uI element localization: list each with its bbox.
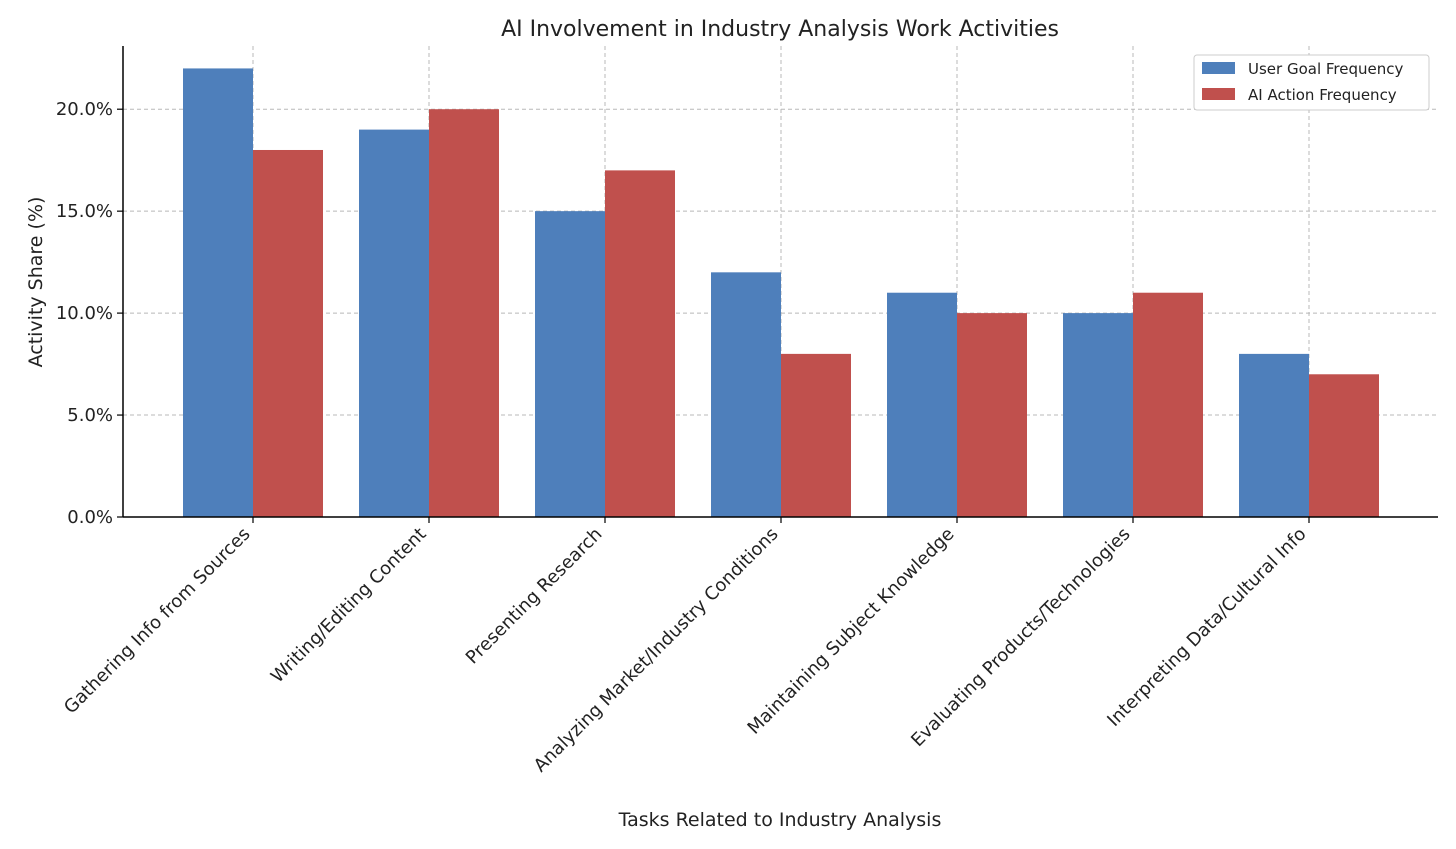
bar-user-goal-frequency	[359, 129, 429, 517]
y-tick-label: 0.0%	[67, 507, 113, 528]
bar-ai-action-frequency	[1133, 292, 1203, 517]
y-tick-label: 15.0%	[56, 201, 113, 222]
x-ticks: Gathering Info from Sources Writing/Editi…	[60, 517, 1311, 776]
legend: User Goal Frequency AI Action Frequency	[1193, 54, 1430, 111]
x-tick-label: Evaluating Products/Technologies	[907, 524, 1134, 751]
bar-user-goal-frequency	[1063, 313, 1133, 517]
y-tick-label: 20.0%	[56, 99, 113, 120]
y-ticks: 0.0% 5.0% 10.0% 15.0% 20.0%	[56, 99, 123, 528]
x-axis-label: Tasks Related to Industry Analysis	[618, 809, 942, 831]
legend-box	[1193, 54, 1430, 111]
bar-user-goal-frequency	[711, 272, 781, 517]
bar-user-goal-frequency	[535, 211, 605, 518]
x-tick-label: Writing/Editing Content	[267, 524, 431, 688]
bar-ai-action-frequency	[957, 313, 1027, 517]
bar-ai-action-frequency	[781, 353, 851, 517]
y-tick-label: 10.0%	[56, 303, 113, 324]
bar-ai-action-frequency	[1309, 374, 1379, 517]
legend-label-ai-action: AI Action Frequency	[1248, 86, 1397, 104]
x-tick-label: Presenting Research	[462, 524, 607, 669]
x-tick-label: Maintaining Subject Knowledge	[744, 524, 959, 739]
bar-user-goal-frequency	[887, 292, 957, 517]
y-tick-label: 5.0%	[67, 405, 113, 426]
chart-title: AI Involvement in Industry Analysis Work…	[501, 17, 1059, 42]
x-tick-label: Interpreting Data/Cultural Info	[1103, 524, 1310, 731]
legend-swatch-ai-action	[1202, 88, 1235, 100]
y-axis-label: Activity Share (%)	[25, 197, 47, 368]
x-tick-label: Gathering Info from Sources	[60, 524, 255, 719]
legend-label-user-goal: User Goal Frequency	[1248, 60, 1403, 78]
bar-ai-action-frequency	[605, 170, 675, 517]
bar-ai-action-frequency	[429, 109, 499, 517]
legend-swatch-user-goal	[1202, 62, 1235, 74]
bars-layer	[183, 68, 1379, 518]
bar-ai-action-frequency	[253, 149, 323, 518]
bar-user-goal-frequency	[1239, 353, 1309, 517]
bar-user-goal-frequency	[183, 68, 253, 517]
